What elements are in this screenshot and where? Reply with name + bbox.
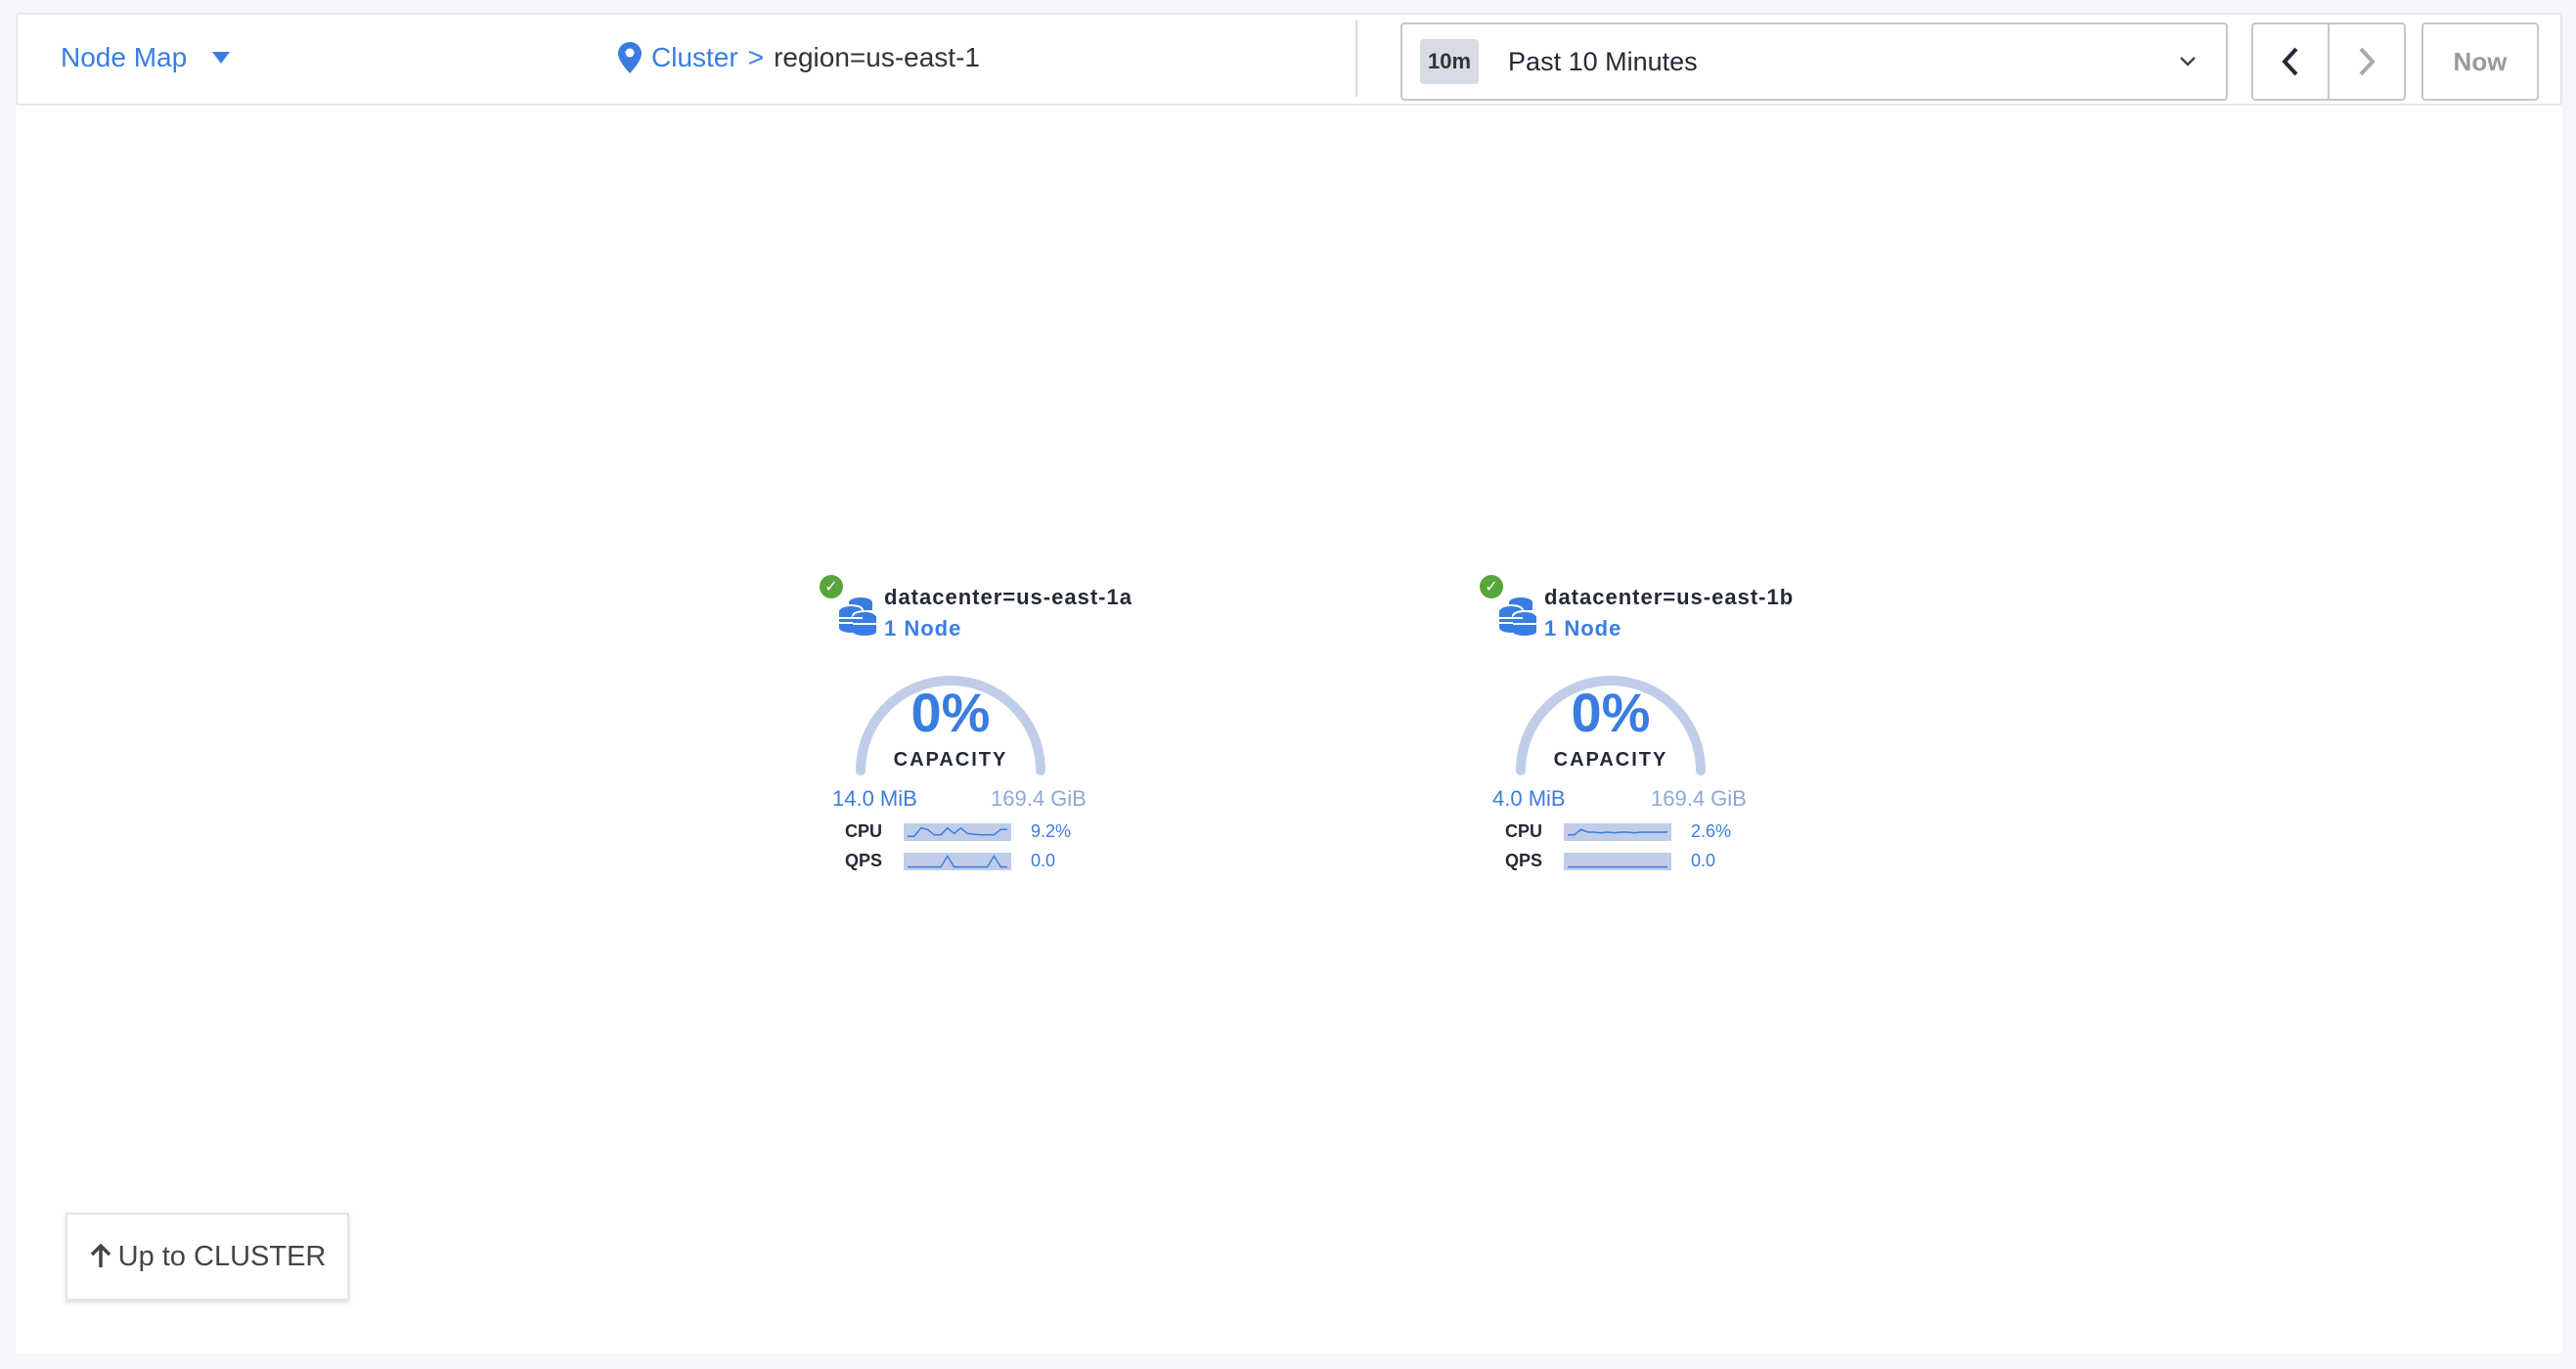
total-storage: 169.4 GiB bbox=[991, 786, 1087, 811]
time-range-badge: 10m bbox=[1420, 39, 1480, 84]
qps-label: QPS bbox=[1505, 851, 1543, 870]
breadcrumb: Cluster > region=us-east-1 bbox=[618, 42, 980, 73]
used-storage: 4.0 MiB bbox=[1492, 786, 1566, 811]
chevron-down-icon bbox=[2180, 57, 2196, 66]
capacity-gauge bbox=[856, 676, 1045, 775]
node-count: 1 Node bbox=[884, 616, 962, 640]
capacity-percent: 0% bbox=[910, 682, 991, 743]
total-storage: 169.4 GiB bbox=[1651, 786, 1747, 811]
qps-value: 0.0 bbox=[1691, 851, 1716, 870]
cpu-sparkline bbox=[1564, 822, 1671, 841]
view-label: Node Map bbox=[61, 42, 188, 72]
cpu-row: CPU 2.6% bbox=[1505, 821, 1731, 842]
database-icon bbox=[839, 597, 877, 636]
next-button[interactable] bbox=[2330, 24, 2404, 99]
qps-value: 0.0 bbox=[1031, 851, 1056, 870]
divider bbox=[1355, 21, 1357, 97]
datacenter-name[interactable]: datacenter=us-east-1a bbox=[884, 585, 1133, 609]
cpu-sparkline bbox=[904, 822, 1011, 841]
sparkline-line bbox=[1568, 827, 1667, 836]
view-selector[interactable]: Node Map bbox=[61, 42, 231, 73]
cpu-label: CPU bbox=[845, 821, 883, 841]
healthy-check-icon: ✓ bbox=[1480, 575, 1503, 598]
database-icon bbox=[1499, 597, 1537, 636]
caret-down-icon bbox=[212, 52, 231, 64]
now-button[interactable]: Now bbox=[2421, 22, 2539, 101]
chevron-left-icon bbox=[2282, 47, 2298, 76]
healthy-check-icon: ✓ bbox=[820, 575, 843, 598]
datacenter-name[interactable]: datacenter=us-east-1b bbox=[1544, 585, 1795, 609]
time-range-select[interactable]: 10m Past 10 Minutes bbox=[1400, 22, 2228, 101]
capacity-gauge bbox=[1516, 676, 1706, 775]
datacenter-card[interactable]: ✓ datacenter=us-east-1a 1 Node 0% CAPACI… bbox=[820, 575, 1172, 888]
capacity-percent: 0% bbox=[1571, 682, 1651, 743]
capacity-label: CAPACITY bbox=[893, 749, 1008, 771]
chevron-right-icon bbox=[2359, 47, 2376, 76]
node-map-canvas: ✓ datacenter=us-east-1a 1 Node 0% CAPACI… bbox=[16, 106, 2562, 1353]
datacenter-card[interactable]: ✓ datacenter=us-east-1b 1 Node 0% CAPACI… bbox=[1480, 575, 1832, 888]
qps-row: QPS 0.0 bbox=[845, 851, 1055, 871]
cpu-row: CPU 9.2% bbox=[845, 821, 1071, 842]
qps-label: QPS bbox=[845, 851, 883, 870]
arrow-up-icon bbox=[90, 1244, 111, 1267]
top-bar: Node Map Cluster > region=us-east-1 10m … bbox=[16, 13, 2562, 106]
breadcrumb-separator: > bbox=[747, 42, 765, 72]
sparkline-line bbox=[908, 854, 1007, 867]
used-storage: 14.0 MiB bbox=[832, 786, 917, 811]
qps-row: QPS 0.0 bbox=[1505, 851, 1715, 871]
cpu-value: 2.6% bbox=[1691, 821, 1732, 841]
node-count: 1 Node bbox=[1544, 616, 1622, 640]
breadcrumb-current: region=us-east-1 bbox=[774, 42, 980, 72]
up-to-cluster-button[interactable]: Up to CLUSTER bbox=[66, 1213, 349, 1301]
time-range-label: Past 10 Minutes bbox=[1508, 46, 1698, 76]
sparkline-line bbox=[908, 826, 1007, 837]
map-pin-icon bbox=[618, 42, 642, 73]
qps-sparkline bbox=[904, 852, 1011, 870]
cpu-value: 9.2% bbox=[1031, 821, 1072, 841]
qps-sparkline bbox=[1564, 852, 1671, 870]
breadcrumb-cluster-link[interactable]: Cluster bbox=[651, 42, 738, 72]
capacity-label: CAPACITY bbox=[1553, 749, 1668, 771]
cpu-label: CPU bbox=[1505, 821, 1543, 841]
up-label: Up to CLUSTER bbox=[117, 1240, 327, 1272]
previous-button[interactable] bbox=[2253, 24, 2330, 99]
time-nav bbox=[2251, 22, 2406, 101]
